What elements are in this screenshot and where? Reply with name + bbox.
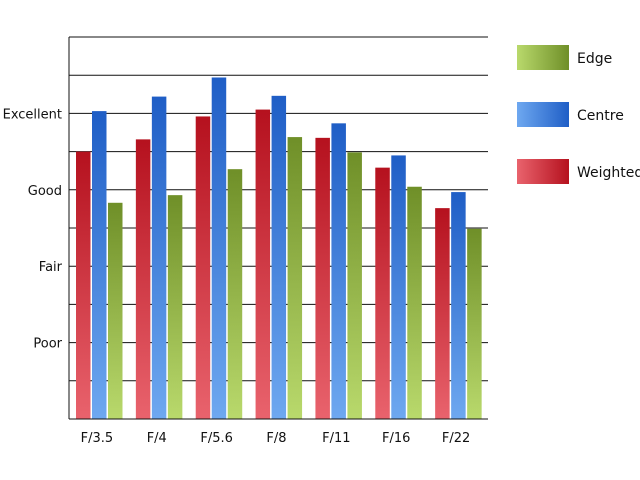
bar-centre-4 bbox=[271, 95, 287, 419]
bar-centre-1 bbox=[92, 111, 107, 419]
legend-swatch-centre bbox=[517, 102, 569, 127]
bar-edge-6 bbox=[407, 186, 422, 419]
bar-weighted-6 bbox=[375, 167, 390, 419]
x-tick-label: F/16 bbox=[382, 431, 410, 446]
y-tick-label: Excellent bbox=[3, 107, 62, 122]
y-tick-label: Good bbox=[28, 184, 62, 199]
bar-weighted-1 bbox=[76, 151, 91, 419]
bar-centre-5 bbox=[331, 123, 346, 419]
bar-edge-7 bbox=[467, 228, 482, 419]
legend-swatch-weighted bbox=[517, 159, 569, 184]
bar-centre-7 bbox=[451, 192, 466, 419]
bar-weighted-7 bbox=[435, 208, 450, 419]
bar-weighted-5 bbox=[315, 137, 330, 419]
bar-edge-2 bbox=[167, 195, 183, 419]
bar-centre-3 bbox=[211, 77, 227, 419]
bar-edge-3 bbox=[227, 169, 243, 419]
axes bbox=[68, 37, 488, 420]
bar-centre-2 bbox=[151, 96, 167, 419]
bar-weighted-2 bbox=[135, 139, 151, 419]
bars bbox=[76, 77, 482, 420]
y-tick-labels: Poor Fair Good Excellent bbox=[3, 107, 63, 351]
legend-label-centre: Centre bbox=[577, 108, 624, 124]
legend-label-edge: Edge bbox=[577, 51, 612, 67]
x-tick-label: F/3.5 bbox=[81, 431, 114, 446]
bar-weighted-4 bbox=[255, 109, 271, 419]
x-tick-label: F/11 bbox=[322, 431, 350, 446]
bar-edge-4 bbox=[287, 137, 303, 420]
y-tick-label: Fair bbox=[39, 260, 63, 275]
bar-weighted-3 bbox=[195, 116, 211, 420]
legend-label-weighted: Weighted bbox=[577, 165, 640, 181]
x-tick-label: F/4 bbox=[147, 431, 167, 446]
bar-edge-5 bbox=[347, 152, 362, 419]
bar-centre-6 bbox=[391, 155, 406, 420]
bar-edge-1 bbox=[108, 202, 123, 419]
legend-swatch-edge bbox=[517, 45, 569, 70]
x-tick-label: F/8 bbox=[266, 431, 286, 446]
x-tick-labels: F/3.5 F/4 F/5.6 F/8 F/11 F/16 F/22 bbox=[81, 431, 471, 446]
legend: Edge Centre Weighted bbox=[517, 45, 640, 184]
x-tick-label: F/5.6 bbox=[200, 431, 233, 446]
x-tick-label: F/22 bbox=[442, 431, 470, 446]
y-tick-label: Poor bbox=[33, 337, 62, 352]
